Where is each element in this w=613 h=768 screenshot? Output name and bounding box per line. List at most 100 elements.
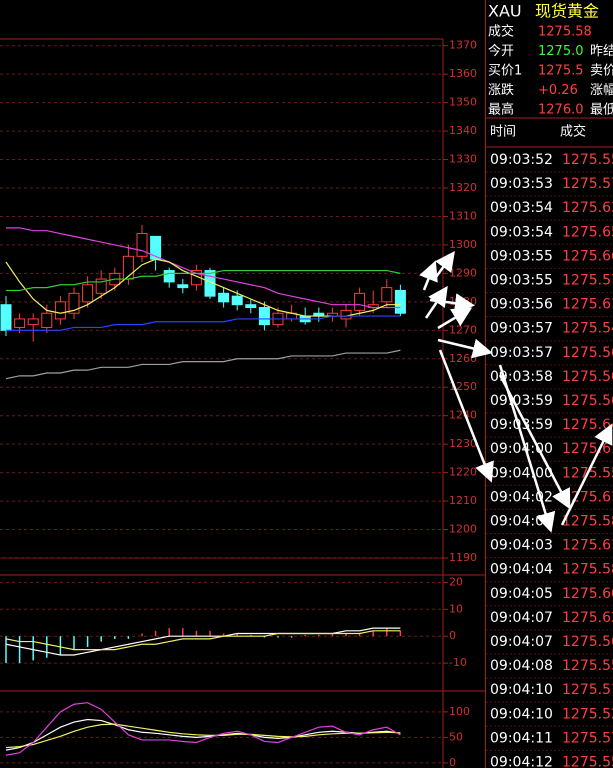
trade-time: 09:04:05: [490, 586, 553, 602]
annotation-arrows: [419, 250, 613, 533]
quote-label: 最高: [488, 102, 514, 118]
trade-time: 09:04:08: [490, 658, 553, 674]
trade-time: 09:04:00: [490, 465, 553, 481]
y-tick-label: 50: [449, 730, 463, 743]
y-tick-label: 1200: [449, 523, 477, 536]
quote-value: 1275.0: [538, 44, 584, 59]
trade-price: 1275.56: [562, 634, 613, 650]
trade-time: 09:03:54: [490, 200, 553, 216]
trade-time: 09:04:10: [490, 706, 553, 722]
symbol-name: 现货黄金: [535, 2, 599, 21]
trade-price: 1275.51: [562, 682, 613, 698]
trade-price: 1275.64: [562, 417, 613, 433]
y-tick-label: 1350: [449, 96, 477, 109]
quote-value: 1275.58: [538, 25, 592, 40]
candle-body: [381, 287, 393, 303]
symbol: XAU: [488, 2, 522, 21]
quote-label: 涨幅: [590, 83, 613, 98]
trade-time: 09:03:56: [490, 297, 553, 313]
quote-label: 涨跌: [488, 82, 514, 98]
trade-time: 09:04:12: [490, 755, 553, 768]
trade-price: 1275.57: [562, 176, 613, 192]
candle-body: [54, 301, 66, 320]
trade-time: 09:03:55: [490, 248, 553, 264]
indicator-line: [6, 269, 401, 292]
candle-body: [340, 309, 352, 320]
trade-price: 1275.56: [562, 393, 613, 409]
trade-time: 09:03:54: [490, 224, 553, 240]
indicator-line: [5, 630, 401, 651]
indicator-line: [5, 702, 401, 756]
quote-label: 卖价: [590, 64, 613, 79]
y-tick-label: 1320: [449, 181, 477, 194]
trade-price: 1275.66: [562, 248, 613, 264]
candle-body: [245, 304, 257, 309]
candle-body: [177, 284, 189, 289]
trade-price: 1275.60: [562, 586, 613, 602]
column-header: 成交: [560, 124, 586, 140]
y-tick-label: 100: [449, 705, 470, 718]
y-tick-label: 1260: [449, 352, 477, 365]
candle-body: [27, 318, 39, 326]
trade-time: 09:03:58: [490, 369, 553, 385]
candle-body: [163, 270, 175, 283]
trade-price: 1275.65: [562, 224, 613, 240]
candle-body: [204, 270, 216, 297]
quote-label: 最低: [590, 103, 613, 118]
trade-price: 1275.54: [562, 321, 613, 337]
trade-price: 1275.56: [562, 345, 613, 361]
trade-time: 09:04:03: [490, 538, 553, 554]
trade-time: 09:03:57: [490, 345, 553, 361]
y-tick-label: 1290: [449, 266, 477, 279]
trade-price: 1275.58: [562, 562, 613, 578]
trade-price: 1275.61: [562, 441, 613, 457]
quote-label: 成交: [488, 24, 514, 40]
candle-body: [190, 270, 202, 286]
indicator-line: [5, 718, 401, 751]
y-tick-label: 1190: [449, 551, 477, 564]
candle-body: [14, 318, 26, 328]
candle-body: [0, 304, 12, 331]
trade-time: 09:03:53: [490, 176, 553, 192]
trade-price: 1275.57: [562, 730, 613, 746]
y-tick-label: 1340: [449, 124, 477, 137]
trade-time: 09:03:59: [490, 393, 553, 409]
trade-time: 09:03:57: [490, 321, 553, 337]
trade-price: 1275.57: [562, 273, 613, 289]
trade-price: 1275.61: [562, 538, 613, 554]
y-tick-label: 1270: [449, 323, 477, 336]
y-tick-label: 1300: [449, 238, 477, 251]
quote-value: +0.26: [538, 83, 578, 98]
candle-body: [218, 292, 230, 303]
y-tick-label: 1330: [449, 153, 477, 166]
trade-time: 09:04:11: [490, 730, 553, 746]
candle-body: [231, 295, 243, 306]
candle-body: [394, 289, 406, 314]
y-tick-label: 1370: [449, 39, 477, 52]
indicator-line: [5, 723, 401, 749]
trade-price: 1275.55: [562, 658, 613, 674]
column-header: 时间: [490, 125, 516, 140]
indicator-line: [6, 227, 401, 309]
candle-body: [68, 292, 80, 314]
trade-time: 09:03:59: [490, 417, 553, 433]
trade-time: 09:04:04: [490, 562, 553, 578]
trade-price: 1275.63: [562, 200, 613, 216]
trade-price: 1275.52: [562, 706, 613, 722]
trade-time: 09:03:55: [490, 273, 553, 289]
candle-body: [82, 284, 94, 303]
trade-time: 09:04:02: [490, 514, 553, 530]
quote-value: 1276.0: [538, 103, 584, 118]
y-tick-label: 20: [449, 575, 463, 588]
indicator-line: [5, 349, 401, 380]
y-tick-label: 1230: [449, 437, 477, 450]
y-tick-label: 0: [449, 756, 456, 768]
trade-price: 1275.58: [562, 514, 613, 530]
y-tick-label: 10: [449, 602, 463, 615]
candle-body: [41, 312, 53, 328]
trade-time: 09:04:07: [490, 634, 553, 650]
trade-price: 1275.50: [562, 369, 613, 385]
trade-price: 1275.61: [562, 297, 613, 313]
